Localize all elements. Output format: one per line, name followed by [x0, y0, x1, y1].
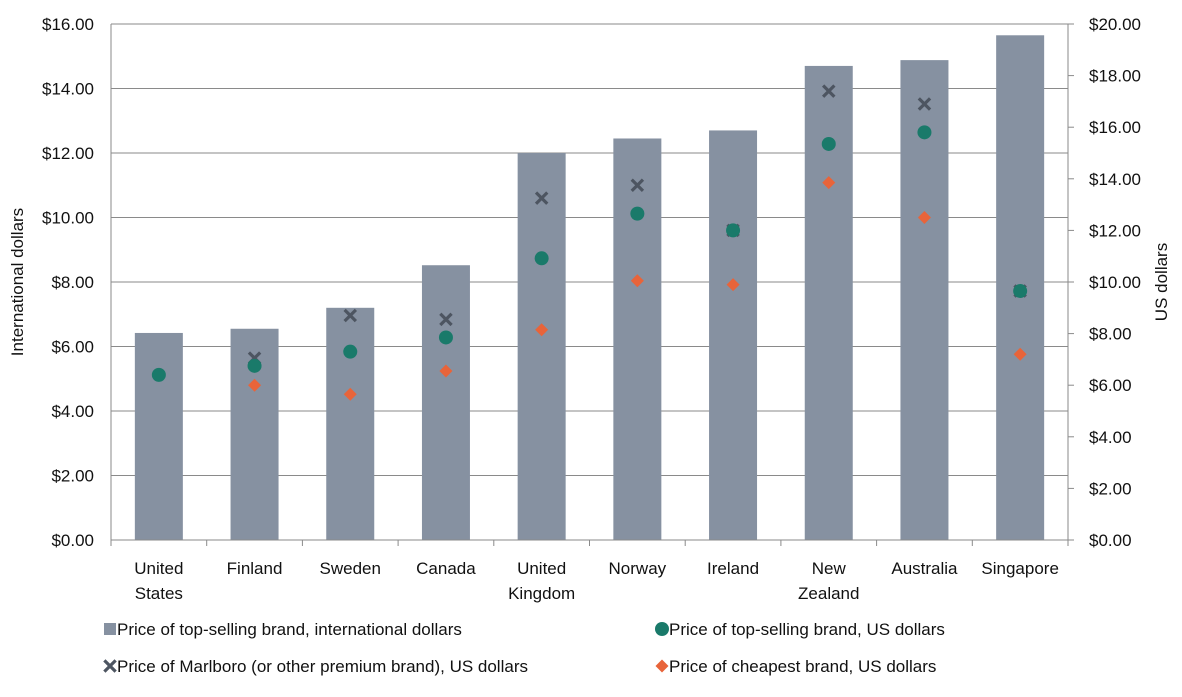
bar: [421, 265, 470, 540]
data-point: [821, 136, 836, 151]
bar: [134, 332, 183, 540]
data-point: [630, 274, 644, 288]
right-axis-ticks: $0.00 $2.00 $4.00 $6.00 $8.00 $10.00 $12.00 $14…: [1089, 15, 1141, 550]
bar: [709, 130, 758, 541]
right-tick-label: $4.00: [1089, 428, 1132, 447]
left-axis-ticks: $0.00 $2.00 $4.00 $6.00 $8.00 $10.00 $12.00 $14…: [42, 15, 94, 550]
data-point: [535, 323, 549, 337]
data-point: [1013, 347, 1027, 361]
data-point: [439, 364, 453, 378]
category-label: Australia: [891, 559, 958, 578]
category-label: Ireland: [707, 559, 759, 578]
legend-label: Price of top-selling brand, internationa…: [117, 620, 462, 639]
right-tick-label: $16.00: [1089, 118, 1141, 137]
data-point: [248, 378, 262, 392]
category-label: Sweden: [320, 559, 381, 578]
data-point: [726, 223, 741, 238]
left-tick-label: $10.00: [42, 209, 94, 228]
bar: [613, 138, 662, 541]
data-point: [438, 330, 453, 345]
data-point: [343, 387, 357, 401]
data-point: [439, 312, 453, 327]
left-tick-label: $14.00: [42, 80, 94, 99]
left-tick-label: $6.00: [51, 338, 94, 357]
right-tick-label: $14.00: [1089, 170, 1141, 189]
category-labels: United States Finland Sweden Canada United Kin…: [134, 559, 1059, 603]
data-point: [343, 344, 358, 359]
right-tick-label: $2.00: [1089, 479, 1132, 498]
data-point: [151, 367, 166, 382]
category-label: Finland: [227, 559, 283, 578]
legend: Price of top-selling brand, internationa…: [103, 620, 945, 676]
category-label: Singapore: [981, 559, 1059, 578]
right-tick-label: $8.00: [1089, 325, 1132, 344]
category-label: Canada: [416, 559, 476, 578]
legend-label: Price of cheapest brand, US dollars: [669, 657, 936, 676]
data-point: [821, 84, 836, 98]
data-point: [534, 191, 549, 205]
category-label: Zealand: [798, 584, 859, 603]
right-tick-label: $0.00: [1089, 531, 1132, 550]
category-label: United: [517, 559, 566, 578]
legend-swatch: [655, 659, 669, 673]
category-label: Norway: [609, 559, 667, 578]
legend-item: Price of top-selling brand, internationa…: [104, 620, 462, 639]
data-point: [917, 125, 932, 140]
right-tick-label: $12.00: [1089, 221, 1141, 240]
legend-item: Price of top-selling brand, US dollars: [655, 620, 945, 639]
data-point: [630, 206, 645, 221]
category-label: States: [135, 584, 183, 603]
left-axis-title: International dollars: [8, 208, 27, 356]
markers: [151, 84, 1028, 401]
right-tick-label: $18.00: [1089, 67, 1141, 86]
legend-item: Price of Marlboro (or other premium bran…: [103, 657, 528, 676]
bar: [900, 60, 949, 541]
category-label: New: [812, 559, 847, 578]
bar: [326, 307, 375, 540]
right-tick-label: $10.00: [1089, 273, 1141, 292]
data-point: [1013, 284, 1028, 299]
data-point: [917, 97, 932, 111]
data-point: [726, 278, 740, 292]
axes: [110, 23, 1074, 546]
legend-swatch: [103, 659, 117, 673]
right-axis-title: US dollars: [1152, 243, 1171, 321]
left-tick-label: $4.00: [51, 402, 94, 421]
left-tick-label: $8.00: [51, 273, 94, 292]
legend-item: Price of cheapest brand, US dollars: [655, 657, 936, 676]
data-point: [534, 251, 549, 266]
bar: [517, 153, 566, 540]
data-point: [343, 308, 358, 323]
legend-swatch: [104, 623, 116, 635]
left-tick-label: $2.00: [51, 467, 94, 486]
left-tick-label: $0.00: [51, 531, 94, 550]
left-tick-label: $12.00: [42, 144, 94, 163]
right-tick-label: $20.00: [1089, 15, 1141, 34]
bars: [134, 35, 1045, 541]
data-point: [247, 358, 262, 373]
left-tick-label: $16.00: [42, 15, 94, 34]
legend-swatch: [655, 622, 669, 636]
legend-label: Price of Marlboro (or other premium bran…: [117, 657, 528, 676]
data-point: [822, 176, 836, 190]
data-point: [917, 211, 931, 224]
right-tick-label: $6.00: [1089, 376, 1132, 395]
legend-label: Price of top-selling brand, US dollars: [669, 620, 945, 639]
data-point: [630, 178, 645, 193]
category-label: Kingdom: [508, 584, 575, 603]
category-label: United: [134, 559, 183, 578]
